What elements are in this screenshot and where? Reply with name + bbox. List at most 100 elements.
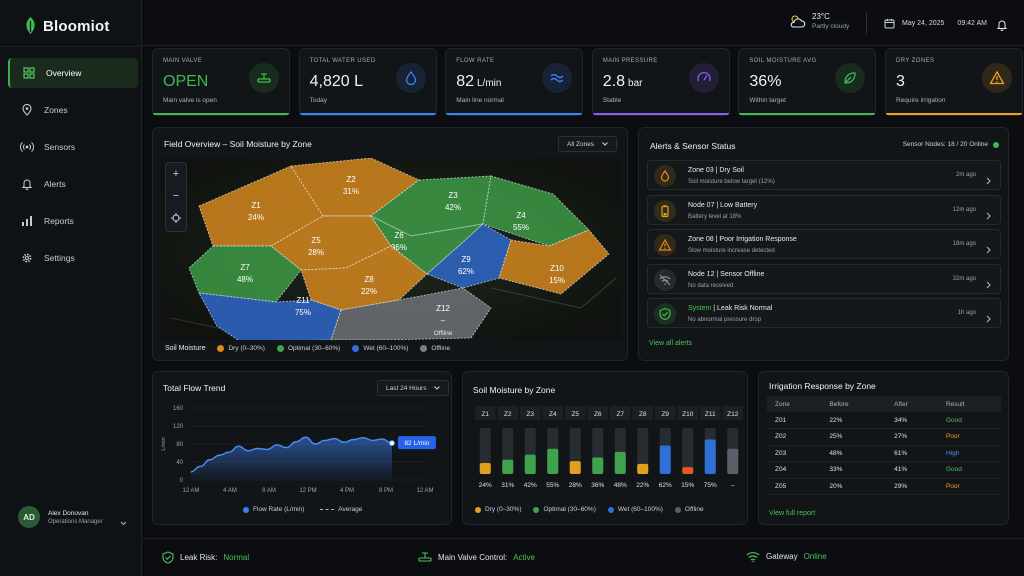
kpi-subtext: Main valve is open (163, 97, 217, 104)
battery-icon (654, 199, 676, 222)
zone-id-label: Z3 (448, 191, 458, 200)
result-cell: Good (937, 461, 1001, 479)
bar-z3[interactable]: Z3 42% (520, 406, 541, 489)
kpi-card-main-valve[interactable]: MAIN VALVE OPEN Main valve is open (152, 48, 290, 116)
bar-z1[interactable]: Z1 24% (475, 406, 496, 489)
bar-z9[interactable]: Z9 62% (655, 406, 676, 489)
map-controls: + − (165, 162, 187, 232)
table-row[interactable]: Z02 25% 27% Poor (767, 428, 1001, 446)
table-row[interactable]: Z03 48% 61% High (767, 445, 1001, 462)
kpi-card-main-pressure[interactable]: MAIN PRESSURE 2.8 bar Stable (591, 48, 730, 116)
alert-item[interactable]: Zone 08 | Poor Irrigation Response Slow m… (647, 229, 1001, 259)
alert-item[interactable]: System | Leak Risk Normal No abnormal pre… (647, 298, 1001, 328)
kpi-accent-bar (446, 113, 583, 115)
bar-z8[interactable]: Z8 22% (632, 406, 654, 489)
bar-z5[interactable]: Z5 28% (565, 406, 586, 489)
bar-z4[interactable]: Z4 55% (542, 406, 564, 489)
user-profile[interactable]: AD Alex Donovan Operations Manager (18, 506, 127, 528)
bar-value-label: 55% (546, 482, 559, 489)
time-range-dropdown[interactable]: Last 24 Hours (377, 380, 450, 396)
kpi-card-total-water-used[interactable]: TOTAL WATER USED 4,820 L Today (298, 48, 437, 116)
zone-value-label: 62% (458, 267, 474, 276)
bar-header (520, 406, 541, 420)
bar-fill (547, 448, 559, 474)
alert-time: 32m ago (952, 275, 976, 282)
alert-item[interactable]: Zone 03 | Dry Soil Soil moisture below ta… (647, 160, 1001, 190)
locate-button[interactable] (166, 207, 186, 229)
before-cell: 33% (821, 461, 887, 479)
leaf-logo-icon (26, 17, 35, 34)
bar-category-label: Z1 (481, 411, 489, 418)
result-cell: High (937, 445, 1001, 462)
sidebar-item-overview[interactable]: Overview (8, 58, 138, 88)
kpi-card-flow-rate[interactable]: FLOW RATE 82 L/min Main line normal (445, 48, 584, 116)
bar-header (610, 406, 631, 420)
sidebar: Bloomiot Overview Zones Sensors Alerts R… (0, 0, 142, 576)
alert-title: Zone 08 | Poor Irrigation Response (688, 236, 797, 243)
alert-item[interactable]: Node 12 | Sensor Offline No data received… (647, 263, 1001, 294)
irrigation-response-card: Irrigation Response by Zone Zone Before … (758, 371, 1009, 525)
kpi-label: SOIL MOISTURE AVG (749, 58, 817, 64)
logo[interactable]: Bloomiot (24, 17, 110, 35)
zoom-out-button[interactable]: − (172, 190, 180, 202)
bar-fill (479, 462, 491, 474)
user-role: Operations Manager (48, 518, 103, 525)
before-cell: 48% (821, 445, 887, 462)
sidebar-item-sensors[interactable]: Sensors (8, 132, 138, 162)
bar-z7[interactable]: Z7 48% (610, 406, 631, 489)
flow-line (190, 436, 392, 473)
alert-item[interactable]: Node 07 | Low Battery Battery level at 18… (647, 194, 1001, 225)
kpi-card-soil-moisture-avg[interactable]: SOIL MOISTURE AVG 36% Within target (738, 48, 877, 116)
sidebar-item-zones[interactable]: Zones (8, 95, 138, 125)
chevron-down-icon (602, 142, 608, 146)
zoom-in-button[interactable]: + (172, 168, 180, 180)
sidebar-item-alerts[interactable]: Alerts (8, 169, 138, 199)
zone-filter-dropdown[interactable]: All Zones (558, 136, 618, 152)
zone-value-label: 28% (308, 248, 324, 257)
bar-value-label: 62% (659, 482, 672, 489)
bell-icon (20, 177, 34, 191)
droplet-icon (395, 63, 426, 93)
zone-cell: Z01 (767, 412, 822, 429)
table-row[interactable]: Z04 33% 41% Good (767, 461, 1001, 479)
y-tick-label: 0 (180, 478, 184, 484)
leak-risk-status: Leak Risk: Normal (162, 551, 249, 564)
table-row[interactable]: Z05 20% 29% Poor (767, 478, 1001, 495)
bar-fill (614, 451, 626, 474)
kpi-card-dry-zones[interactable]: DRY ZONES 3 Require irrigation (885, 48, 1023, 116)
current-point[interactable] (388, 440, 395, 447)
bar-z12[interactable]: Z12 – (722, 406, 744, 489)
view-full-report-link[interactable]: View full report (769, 510, 816, 517)
bar-z6[interactable]: Z6 36% (587, 406, 609, 489)
bar-header (565, 406, 586, 420)
alert-description: No data received (688, 282, 734, 289)
weather-widget: 23°C Partly cloudy (788, 12, 849, 30)
bar-z10[interactable]: Z10 15% (677, 406, 699, 489)
sidebar-item-reports[interactable]: Reports (8, 206, 138, 236)
table-row[interactable]: Z01 22% 34% Good (767, 412, 1001, 429)
alert-time: 18m ago (952, 241, 976, 247)
grid-icon (22, 66, 36, 80)
legend-item: Offline (420, 345, 450, 352)
sidebar-item-settings[interactable]: Settings (8, 243, 138, 273)
result-cell: Poor (937, 478, 1001, 495)
bar-z11[interactable]: Z11 75% (700, 406, 721, 489)
notifications-bell-icon[interactable] (996, 18, 1008, 36)
zone-z12[interactable]: Z12 – Offline (330, 287, 492, 340)
bar-header (722, 406, 743, 420)
bar-value-label: 15% (681, 482, 694, 489)
bar-header (542, 406, 563, 420)
chevron-right-icon (986, 241, 991, 259)
bar-z2[interactable]: Z2 31% (497, 406, 519, 489)
zone-shape (498, 229, 610, 295)
result-cell: Good (937, 412, 1001, 429)
main-valve-control-status: Main Valve Control: Active (418, 551, 535, 563)
view-all-alerts-link[interactable]: View all alerts (649, 340, 693, 347)
